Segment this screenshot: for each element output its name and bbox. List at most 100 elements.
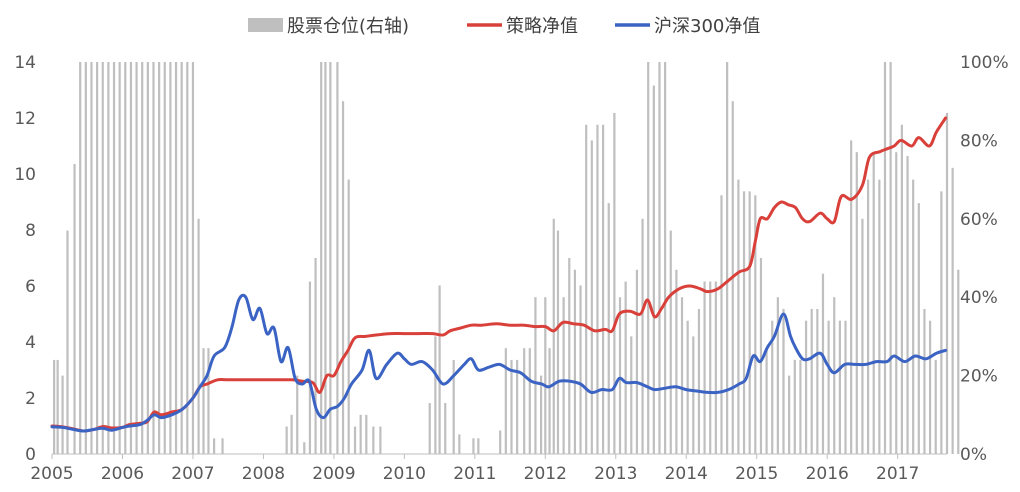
position-bar-101 — [748, 191, 751, 455]
y-left-tick-label-1: 2 — [25, 389, 36, 409]
position-bar-75 — [601, 124, 605, 454]
position-bar-54 — [472, 438, 475, 454]
position-bar-128 — [900, 124, 903, 454]
position-bar-64 — [544, 297, 547, 454]
position-bar-110 — [799, 359, 802, 454]
position-bar-104 — [765, 348, 768, 454]
position-bar-8 — [96, 62, 99, 454]
position-bar-26 — [197, 218, 200, 454]
position-bar-15 — [135, 62, 138, 454]
position-bar-93 — [703, 281, 706, 454]
position-bar-10 — [107, 62, 110, 454]
position-bar-133 — [928, 320, 932, 454]
position-bar-71 — [579, 285, 582, 454]
position-bar-65 — [548, 348, 551, 454]
position-bar-112 — [810, 308, 813, 454]
position-bar-29 — [212, 438, 216, 454]
legend-swatch-0 — [248, 18, 283, 32]
y-axis-right: 0% 20% 40% 60% 80% 100% — [960, 53, 1009, 465]
position-bar-115 — [827, 320, 830, 454]
position-bar-74 — [596, 124, 599, 454]
position-bar-87 — [669, 230, 672, 454]
position-bar-82 — [641, 218, 644, 454]
position-bar-88 — [675, 269, 678, 454]
position-bar-37 — [320, 62, 323, 454]
y-left-tick-label-3: 6 — [25, 277, 36, 297]
position-bar-17 — [146, 62, 149, 454]
x-tick-label-9: 2014 — [665, 464, 708, 484]
x-tick-label-8: 2013 — [594, 464, 637, 484]
position-bar-52 — [452, 359, 455, 454]
legend-label-0: 股票仓位(右轴) — [287, 16, 409, 37]
position-bar-108 — [788, 375, 791, 454]
position-bar-39 — [329, 62, 332, 454]
position-bar-40 — [336, 62, 339, 454]
position-bar-83 — [647, 62, 650, 454]
position-bar-126 — [889, 62, 892, 454]
legend: 股票仓位(右轴) 策略净值 沪深300净值 — [248, 16, 760, 37]
position-bar-97 — [726, 62, 729, 454]
position-bar-48 — [428, 403, 431, 454]
position-bar-59 — [516, 359, 519, 454]
position-bar-61 — [528, 348, 531, 454]
position-bar-13 — [124, 62, 127, 454]
position-bar-135 — [940, 191, 943, 455]
position-bar-134 — [934, 359, 937, 454]
y-left-tick-label-2: 4 — [25, 333, 36, 353]
position-bar-50 — [438, 285, 441, 454]
position-bar-89 — [680, 297, 684, 454]
position-bar-57 — [504, 348, 507, 454]
position-bar-43 — [353, 426, 357, 454]
position-bar-91 — [692, 336, 695, 454]
position-bar-19 — [158, 62, 161, 454]
position-bar-95 — [714, 281, 717, 454]
position-bar-34 — [303, 442, 306, 454]
position-bar-66 — [552, 218, 555, 454]
position-bar-32 — [290, 414, 293, 454]
position-bar-3 — [66, 230, 69, 454]
position-bar-125 — [883, 62, 887, 454]
legend-label-2: 沪深300净值 — [654, 16, 760, 37]
position-bar-80 — [630, 336, 633, 454]
position-bar-31 — [285, 426, 288, 454]
y-left-tick-label-0: 0 — [25, 445, 36, 465]
position-bar-81 — [635, 269, 639, 454]
y-left-tick-label-6: 12 — [14, 109, 36, 129]
position-bar-35 — [308, 281, 312, 454]
position-bar-4 — [73, 163, 76, 455]
position-bar-100 — [742, 191, 746, 455]
y-left-tick-label-5: 10 — [14, 165, 36, 185]
position-bar-14 — [129, 62, 133, 454]
position-bar-114 — [821, 273, 825, 454]
position-bar-69 — [568, 258, 571, 454]
position-bar-122 — [866, 179, 870, 454]
position-bars — [53, 62, 960, 455]
position-bar-51 — [444, 403, 447, 454]
y-right-tick-label-1: 20% — [960, 367, 998, 387]
position-bar-119 — [850, 140, 853, 454]
position-bar-121 — [861, 218, 864, 454]
position-bar-16 — [141, 62, 144, 454]
position-bar-0 — [53, 359, 56, 454]
y-right-tick-label-3: 60% — [960, 210, 998, 230]
position-bar-30 — [221, 438, 224, 454]
y-right-tick-label-2: 40% — [960, 288, 998, 308]
position-bar-6 — [84, 62, 87, 454]
y-left-tick-label-4: 8 — [25, 221, 36, 241]
x-tick-label-12: 2017 — [876, 464, 919, 484]
position-bar-116 — [833, 297, 836, 454]
y-right-tick-label-5: 100% — [960, 53, 1009, 73]
position-bar-53 — [458, 434, 461, 454]
position-bar-27 — [202, 348, 205, 454]
position-bar-56 — [499, 430, 502, 454]
position-bar-84 — [652, 85, 655, 455]
position-bar-137 — [951, 167, 954, 454]
x-axis: 2005 2006 2007 2008 2009 2010 2011 2012 2013 2014… — [30, 453, 947, 484]
position-bar-70 — [573, 269, 577, 454]
position-bar-86 — [664, 62, 667, 454]
position-bar-47 — [379, 426, 382, 454]
position-bar-25 — [191, 62, 195, 454]
position-bar-18 — [152, 62, 155, 454]
series-line-1 — [50, 293, 948, 433]
